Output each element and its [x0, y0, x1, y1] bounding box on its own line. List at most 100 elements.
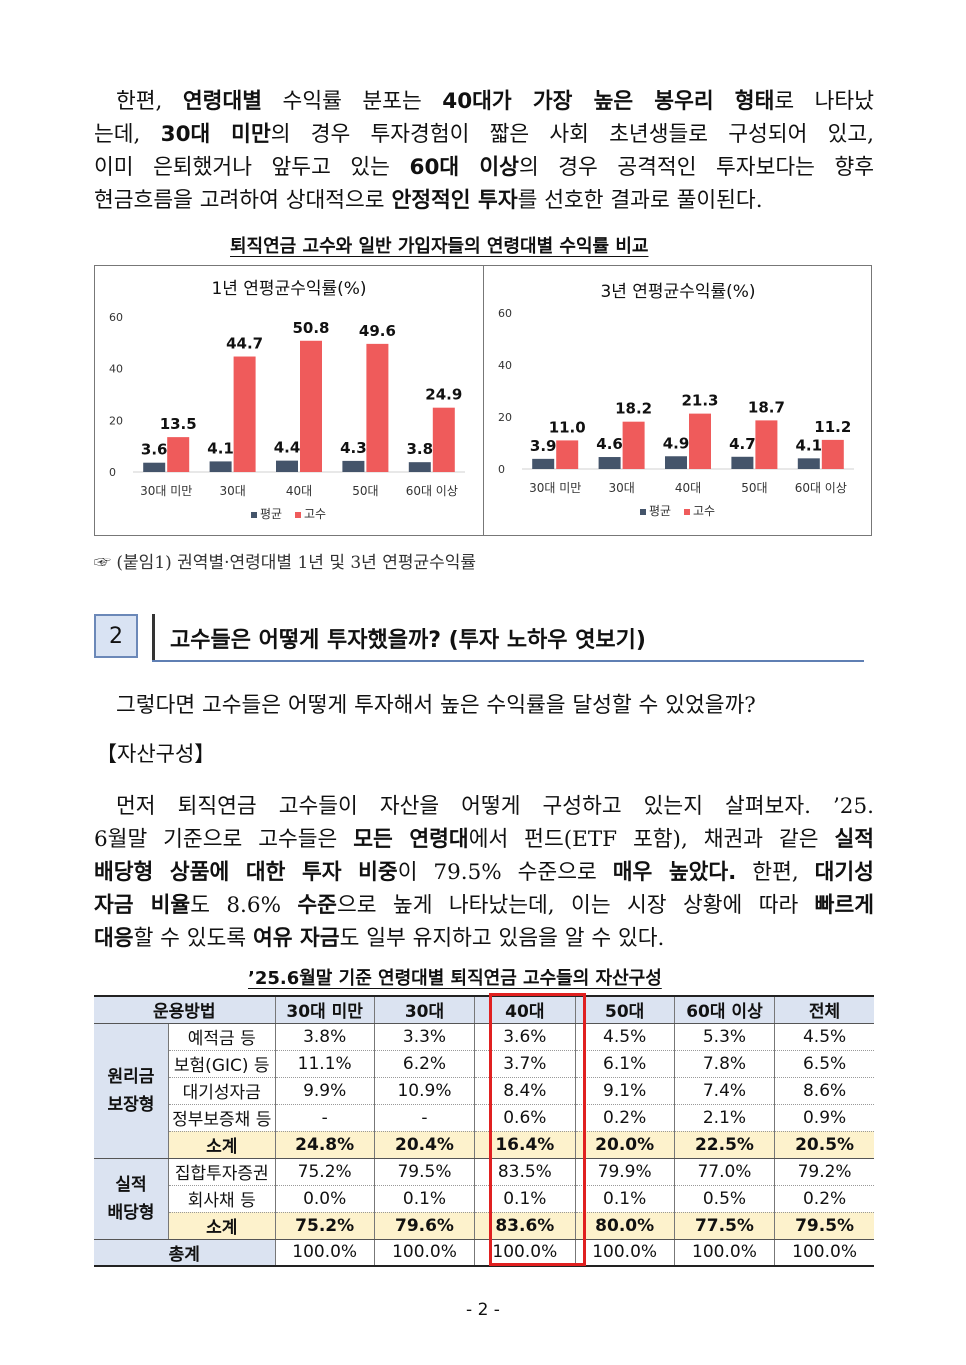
data-label: 24.9 [425, 386, 462, 404]
section-title: 고수들은 어떻게 투자했을까? (투자 노하우 엿보기) [170, 628, 646, 653]
table-row: 실적 배당형 집합투자증권 75.2% 79.5% 83.5% 79.9% 77.… [94, 1158, 874, 1240]
data-label: 4.7 [729, 435, 756, 453]
bar-expert [300, 340, 322, 472]
bold-text: 빠르게 [814, 893, 875, 918]
bar-expert [432, 407, 455, 472]
data-label: 4.1 [207, 439, 234, 457]
legend-swatch [251, 512, 257, 518]
table-row: 원리금 보장형 예적금 등 3.8% 3.3% 3.6% 4.5% 5.3% 4.… [94, 1023, 874, 1159]
paragraph-line: 현금흐름을 고려하여 상대적으로 안정적인 투자를 선호한 결과로 풀이된다. [94, 184, 874, 217]
data-label: 50.8 [292, 319, 329, 337]
table-cell: 83.6% [474, 1212, 575, 1240]
text: 는데, [94, 122, 161, 147]
table-cell: 6.5% [774, 1050, 874, 1078]
table-cell: 6.1% [574, 1050, 675, 1078]
data-label: 13.5 [160, 415, 197, 433]
data-label: 49.6 [359, 322, 396, 340]
table-cell: 0.2% [774, 1185, 874, 1213]
row-label: 소계 [167, 1212, 276, 1240]
data-label: 4.9 [663, 434, 690, 452]
data-label: 4.6 [596, 435, 623, 453]
table-row: 회사채 등 0.0% 0.1% 0.1% 0.1% 0.5% 0.2% [94, 1185, 874, 1213]
group-label-performance: 실적 배당형 [94, 1158, 169, 1240]
chart-3year: 3년 연평균수익률(%) 0 20 40 60 3.9 11.0 30대 미만 4.6 18.2 3… [483, 266, 871, 535]
table-cell: 77.0% [673, 1158, 775, 1186]
bar-chart: 3년 연평균수익률(%) 0 20 40 60 3.911.0 30대 미만 4.6 18.2 3… [498, 282, 854, 518]
legend-label: 고수 [693, 504, 715, 518]
table-cell: 3.7% [474, 1050, 575, 1078]
table-cell: 4.5% [774, 1023, 874, 1051]
text: 의 경우 투자경험이 짧은 사회 초년생들로 구성되어 있고, [270, 122, 874, 147]
bar-average [342, 460, 365, 472]
intro-paragraph: 한편, 연령대별 수익률 분포는 40대가 가장 높은 봉우리 형태로 나타났 는… [94, 85, 874, 217]
table-cell: 0.6% [474, 1104, 575, 1132]
table-cell: 3.6% [474, 1023, 575, 1051]
table-cell: 100.0% [574, 1239, 675, 1267]
table-row: 보험(GIC) 등 11.1% 6.2% 3.7% 6.1% 7.8% 6.5% [94, 1050, 874, 1078]
bar-average [408, 462, 431, 472]
bar-expert [755, 420, 778, 469]
text: 도 일부 유지하고 있음을 알 수 있다. [339, 926, 665, 951]
bold-text: 실적 [834, 827, 874, 852]
bold-text: 40대가 가장 높은 봉우리 형태 [442, 89, 775, 114]
text: 한편, [736, 860, 815, 885]
table-cell: 75.2% [274, 1212, 375, 1240]
section-number: 2 [94, 614, 138, 658]
table-cell: 0.9% [774, 1104, 874, 1132]
header-col: 30대 [373, 995, 475, 1024]
row-label: 집합투자증권 [167, 1158, 276, 1186]
table-cell: 10.9% [373, 1077, 475, 1105]
table-cell: 0.2% [574, 1104, 675, 1132]
table-caption: ’25.6월말 기준 연령대별 퇴직연금 고수들의 자산구성 [248, 968, 662, 989]
table-cell: 79.2% [774, 1158, 874, 1186]
appendix-note: ☞ (붙임1) 권역별·연령대별 1년 및 3년 연평균수익률 [94, 553, 477, 573]
table-cell: 9.1% [574, 1077, 675, 1105]
text: 도 8.6% [190, 893, 298, 918]
table-cell: 100.0% [673, 1239, 775, 1267]
data-label: 3.8 [407, 440, 434, 458]
table-cell: 20.5% [774, 1131, 874, 1159]
y-tick-label: 40 [109, 363, 123, 376]
chart-title: 3년 연평균수익률(%) [600, 282, 755, 302]
chart-container: 1년 연평균수익률(%) 0 20 40 60 3.6 13.5 30대 미만 4.1 44.7 3… [94, 265, 872, 536]
bar-expert [556, 440, 579, 469]
bar-average [532, 458, 555, 469]
bold-text: 안정적인 투자 [391, 188, 518, 213]
x-tick-label: 60대 이상 [795, 481, 847, 495]
bar-expert [167, 437, 190, 472]
table-cell: 79.5% [774, 1212, 874, 1240]
table-cell: 79.5% [373, 1158, 475, 1186]
bold-text: 배당형 상품에 대한 투자 비중 [94, 860, 398, 885]
bold-text: 연령대별 [182, 89, 263, 114]
y-tick-label: 20 [109, 414, 123, 427]
section-underline [152, 660, 864, 662]
row-label: 정부보증채 등 [167, 1104, 276, 1132]
bar-average [665, 456, 687, 469]
x-tick-label: 30대 [219, 484, 245, 498]
header-col: 40대 [474, 995, 575, 1024]
table-cell: 100.0% [774, 1239, 874, 1267]
table-cell: 7.8% [673, 1050, 775, 1078]
table-cell: 20.4% [373, 1131, 475, 1159]
legend-label: 평균 [260, 507, 282, 521]
table-cell: 4.5% [574, 1023, 675, 1051]
bar-average [209, 461, 232, 472]
chart-caption: 퇴직연금 고수와 일반 가입자들의 연령대별 수익률 비교 [230, 236, 649, 257]
table-cell: - [373, 1104, 475, 1132]
table-cell: 8.6% [774, 1077, 874, 1105]
table-cell: - [274, 1104, 375, 1132]
text: 으로 높게 나타났는데, 이는 시장 상황에 따라 [336, 893, 815, 918]
row-label: 예적금 등 [167, 1023, 276, 1051]
legend-swatch [684, 509, 690, 515]
row-label: 회사채 등 [167, 1185, 276, 1213]
legend-label: 고수 [304, 507, 326, 521]
row-label: 보험(GIC) 등 [167, 1050, 276, 1078]
bold-text: 60대 이상 [409, 155, 519, 180]
table-cell: 0.1% [373, 1185, 475, 1213]
bold-text: 자금 비율 [94, 893, 191, 918]
data-label: 11.2 [814, 418, 851, 436]
paragraph-line: 배당형 상품에 대한 투자 비중이 79.5% 수준으로 매우 높았다. 한편,… [94, 856, 874, 889]
text: 수익률 분포는 [262, 89, 443, 114]
asset-paragraph: 먼저 퇴직연금 고수들이 자산을 어떻게 구성하고 있는지 살펴보자. ’25.… [94, 790, 874, 955]
row-label: 총계 [94, 1239, 276, 1267]
